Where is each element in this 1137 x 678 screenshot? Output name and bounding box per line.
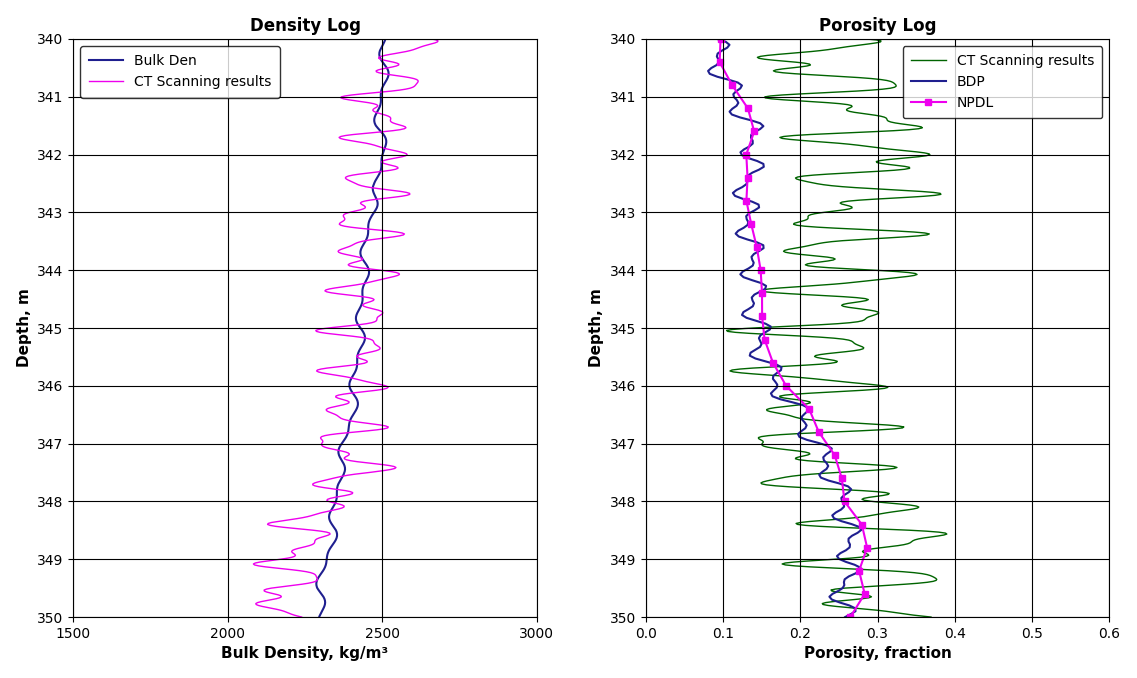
- NPDL: [750, 243, 764, 251]
- Bulk Den: [343, 376, 357, 384]
- Bulk Den: [356, 296, 370, 304]
- NPDL: [844, 613, 857, 621]
- Title: Density Log: Density Log: [250, 17, 360, 35]
- NPDL: [739, 151, 753, 159]
- CT Scanning results: [351, 376, 365, 384]
- CT Scanning results: [860, 296, 873, 304]
- Line: CT Scanning results: CT Scanning results: [254, 39, 438, 617]
- NPDL: [713, 58, 727, 66]
- CT Scanning results: [848, 184, 862, 192]
- NPDL: [747, 127, 761, 136]
- NPDL: [725, 81, 739, 89]
- NPDL: [861, 544, 874, 552]
- BDP: [727, 189, 740, 197]
- X-axis label: Porosity, fraction: Porosity, fraction: [804, 646, 952, 661]
- Bulk Den: [379, 35, 392, 43]
- NPDL: [754, 266, 767, 275]
- Legend: Bulk Den, CT Scanning results: Bulk Den, CT Scanning results: [81, 46, 280, 98]
- CT Scanning results: [294, 613, 308, 621]
- Line: NPDL: NPDL: [716, 35, 871, 620]
- NPDL: [741, 104, 755, 113]
- CT Scanning results: [374, 421, 388, 429]
- BDP: [836, 584, 849, 592]
- NPDL: [838, 498, 852, 506]
- NPDL: [855, 521, 869, 529]
- Bulk Den: [380, 137, 393, 145]
- NPDL: [812, 428, 825, 436]
- CT Scanning results: [366, 296, 380, 304]
- Title: Porosity Log: Porosity Log: [819, 17, 936, 35]
- NPDL: [739, 197, 753, 205]
- NPDL: [853, 567, 866, 575]
- X-axis label: Bulk Density, kg/m³: Bulk Density, kg/m³: [222, 646, 389, 661]
- Line: BDP: BDP: [708, 39, 862, 617]
- Line: CT Scanning results: CT Scanning results: [727, 39, 947, 617]
- Y-axis label: Depth, m: Depth, m: [589, 289, 604, 367]
- CT Scanning results: [348, 137, 362, 145]
- BDP: [712, 58, 725, 66]
- NPDL: [828, 451, 841, 459]
- NPDL: [779, 382, 792, 390]
- NPDL: [757, 336, 771, 344]
- NPDL: [745, 220, 758, 228]
- NPDL: [740, 174, 754, 182]
- NPDL: [755, 290, 769, 298]
- CT Scanning results: [881, 421, 895, 429]
- Legend: CT Scanning results, BDP, NPDL: CT Scanning results, BDP, NPDL: [903, 46, 1103, 119]
- BDP: [854, 563, 868, 572]
- NPDL: [835, 474, 848, 482]
- Line: Bulk Den: Bulk Den: [316, 39, 389, 617]
- CT Scanning results: [348, 470, 362, 478]
- CT Scanning results: [816, 376, 830, 384]
- NPDL: [857, 590, 871, 598]
- NPDL: [714, 35, 728, 43]
- BDP: [742, 142, 756, 151]
- Bulk Den: [342, 421, 356, 429]
- CT Scanning results: [924, 613, 938, 621]
- Bulk Den: [313, 613, 326, 621]
- NPDL: [803, 405, 816, 413]
- NPDL: [755, 313, 769, 321]
- Bulk Den: [337, 470, 350, 478]
- BDP: [703, 70, 716, 78]
- BDP: [838, 613, 852, 621]
- CT Scanning results: [425, 35, 439, 43]
- CT Scanning results: [364, 184, 377, 192]
- Y-axis label: Depth, m: Depth, m: [17, 289, 32, 367]
- CT Scanning results: [860, 35, 873, 43]
- NPDL: [766, 359, 780, 367]
- Bulk Den: [366, 184, 380, 192]
- BDP: [711, 35, 724, 43]
- CT Scanning results: [806, 137, 820, 145]
- CT Scanning results: [804, 470, 818, 478]
